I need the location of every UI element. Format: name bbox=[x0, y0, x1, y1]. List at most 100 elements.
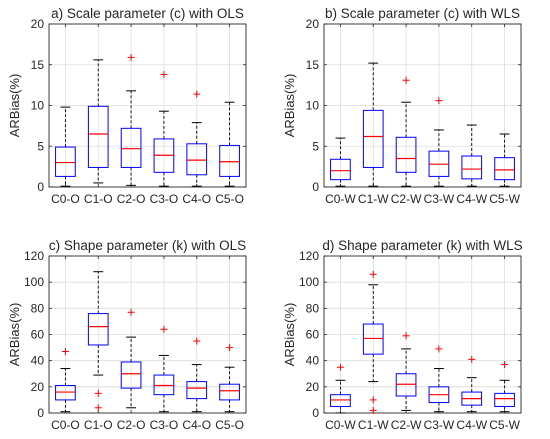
box-C3-W bbox=[428, 97, 450, 187]
x-tick-label: C1-O bbox=[84, 192, 113, 206]
outlier-point bbox=[127, 53, 135, 61]
box-C5-O bbox=[219, 344, 240, 413]
iqr-box bbox=[219, 144, 240, 177]
y-tick-label: 80 bbox=[306, 301, 320, 315]
y-tick-label: 20 bbox=[306, 380, 320, 394]
x-tick-label: C4-O bbox=[182, 418, 211, 432]
box-C5-W bbox=[494, 133, 515, 187]
chart-title: b) Scale parameter (c) with WLS bbox=[325, 6, 520, 21]
iqr-box bbox=[120, 361, 142, 389]
iqr-box bbox=[395, 136, 417, 173]
x-tick-label: C0-W bbox=[325, 418, 356, 432]
x-tick-label: C5-W bbox=[489, 192, 520, 206]
x-tick-label: C4-W bbox=[456, 418, 487, 432]
outlier-point bbox=[160, 325, 168, 333]
outlier-point bbox=[336, 363, 344, 371]
outlier-point bbox=[435, 97, 443, 105]
box-C2-W bbox=[395, 76, 417, 187]
y-tick-label: 120 bbox=[299, 249, 319, 263]
box-C1-O bbox=[87, 59, 109, 184]
y-tick-label: 5 bbox=[312, 139, 319, 153]
iqr-box bbox=[395, 373, 417, 397]
box-C4-O bbox=[186, 337, 208, 413]
box-C2-O bbox=[120, 53, 142, 186]
x-tick-label: C5-O bbox=[215, 192, 244, 206]
iqr-box bbox=[461, 155, 483, 180]
iqr-box bbox=[186, 381, 208, 400]
x-tick-label: C3-O bbox=[150, 192, 179, 206]
chart-title: d) Shape parameter (k) with WLS bbox=[322, 238, 522, 253]
box-C0-W bbox=[330, 363, 351, 414]
x-tick-label: C2-W bbox=[391, 192, 422, 206]
outlier-point bbox=[402, 332, 410, 340]
y-axis-label: ARBias(%) bbox=[7, 303, 22, 367]
outlier-point bbox=[369, 396, 377, 404]
box-C2-W bbox=[395, 332, 417, 411]
outlier-point bbox=[94, 389, 102, 397]
box-C5-O bbox=[219, 101, 240, 187]
outlier-point bbox=[61, 348, 69, 356]
y-tick-label: 100 bbox=[299, 275, 319, 289]
x-tick-label: C1-W bbox=[358, 418, 389, 432]
y-tick-label: 20 bbox=[31, 380, 45, 394]
iqr-box bbox=[330, 394, 351, 407]
iqr-box bbox=[494, 157, 515, 181]
y-tick-label: 15 bbox=[31, 58, 45, 72]
outlier-point bbox=[193, 90, 201, 98]
x-tick-label: C2-O bbox=[117, 418, 146, 432]
x-tick-label: C0-W bbox=[325, 192, 356, 206]
box-C4-O bbox=[186, 90, 208, 187]
iqr-box bbox=[120, 127, 142, 168]
box-C5-W bbox=[494, 361, 515, 413]
y-tick-label: 40 bbox=[31, 354, 45, 368]
y-tick-label: 10 bbox=[306, 99, 320, 113]
outlier-point bbox=[226, 344, 234, 352]
iqr-box bbox=[153, 374, 175, 396]
box-C0-W bbox=[330, 137, 351, 187]
box-C4-W bbox=[461, 124, 483, 187]
iqr-box bbox=[186, 143, 208, 176]
y-tick-label: 100 bbox=[24, 275, 44, 289]
iqr-box bbox=[55, 146, 76, 177]
outlier-point bbox=[160, 71, 168, 79]
iqr-box bbox=[330, 158, 351, 181]
outlier-point bbox=[369, 270, 377, 278]
y-tick-label: 5 bbox=[37, 139, 44, 153]
y-tick-label: 0 bbox=[312, 180, 319, 194]
x-tick-label: C0-O bbox=[51, 192, 80, 206]
box-C1-W bbox=[362, 62, 384, 187]
y-tick-label: 40 bbox=[306, 354, 320, 368]
x-tick-label: C3-W bbox=[424, 192, 455, 206]
x-tick-label: C2-W bbox=[391, 418, 422, 432]
y-tick-label: 10 bbox=[31, 99, 45, 113]
chart-title: a) Scale parameter (c) with OLS bbox=[51, 6, 244, 21]
box-C1-O bbox=[87, 271, 109, 412]
box-C3-W bbox=[428, 345, 450, 413]
y-tick-label: 20 bbox=[31, 17, 45, 31]
box-C0-O bbox=[55, 106, 76, 187]
outlier-point bbox=[468, 355, 476, 363]
box-C3-O bbox=[153, 71, 175, 187]
y-tick-label: 60 bbox=[306, 328, 320, 342]
outlier-point bbox=[193, 337, 201, 345]
iqr-box bbox=[362, 109, 384, 168]
box-C0-O bbox=[55, 348, 76, 413]
iqr-box bbox=[362, 323, 384, 355]
outlier-point bbox=[501, 361, 509, 369]
outlier-point bbox=[94, 404, 102, 412]
box-C1-W bbox=[362, 270, 384, 414]
x-tick-label: C1-W bbox=[358, 192, 389, 206]
outlier-point bbox=[402, 76, 410, 84]
x-tick-label: C4-O bbox=[182, 192, 211, 206]
y-tick-label: 0 bbox=[312, 406, 319, 420]
outlier-point bbox=[127, 308, 135, 316]
x-tick-label: C3-W bbox=[424, 418, 455, 432]
iqr-box bbox=[87, 105, 109, 168]
outlier-point bbox=[369, 406, 377, 414]
y-axis-label: ARBias(%) bbox=[7, 74, 22, 138]
x-tick-label: C2-O bbox=[117, 192, 146, 206]
x-tick-label: C5-O bbox=[215, 418, 244, 432]
x-tick-label: C4-W bbox=[456, 192, 487, 206]
iqr-box bbox=[87, 313, 109, 346]
